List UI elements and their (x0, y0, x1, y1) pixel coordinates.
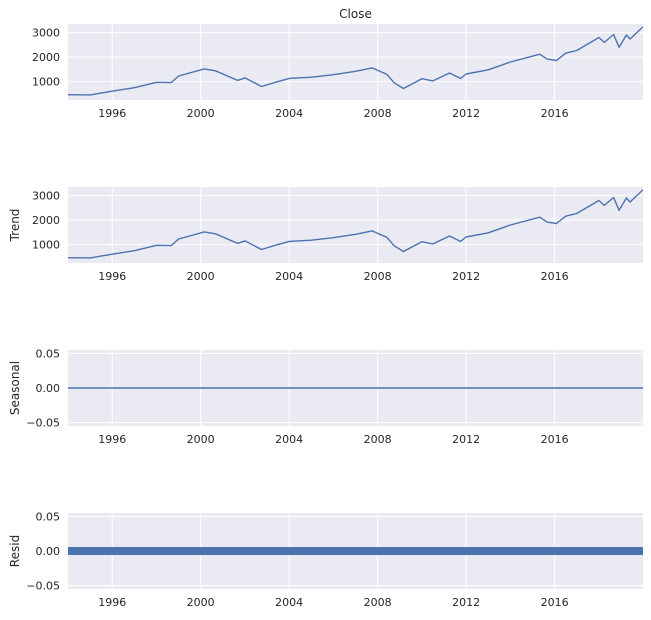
y-tick-label: 1000 (32, 76, 60, 89)
y-tick-label: 2000 (32, 214, 60, 227)
x-tick-label: 2012 (452, 270, 480, 283)
x-tick-label: 2004 (275, 270, 303, 283)
y-tick-label: 3000 (32, 190, 60, 203)
plot-area (68, 187, 643, 263)
x-tick-label: 2000 (187, 107, 215, 120)
series-line (68, 189, 643, 259)
y-tick-label: 1000 (32, 239, 60, 252)
y-tick-label: −0.05 (26, 417, 60, 430)
x-tick-label: 2016 (541, 433, 569, 446)
x-tick-label: 2012 (452, 107, 480, 120)
panel-2: 1996 2000 2004 2008 2012 2016 −0.05 0.00 0.05 Sea… (8, 347, 643, 446)
x-tick-label: 1996 (98, 270, 126, 283)
x-tick-label: 2000 (187, 596, 215, 609)
x-tick-label: 2004 (275, 596, 303, 609)
panel-1: 1996 2000 2004 2008 2012 2016 1000 2000 3000 Tren… (8, 187, 643, 283)
x-tick-label: 2008 (364, 433, 392, 446)
plot-area (68, 24, 643, 100)
panel-title: Close (339, 7, 372, 21)
x-tick-label: 2016 (541, 107, 569, 120)
panel-3: 1996 2000 2004 2008 2012 2016 −0.05 0.00 0.05 Res… (8, 510, 643, 609)
x-tick-label: 2000 (187, 433, 215, 446)
x-tick-label: 1996 (98, 107, 126, 120)
x-tick-label: 2000 (187, 270, 215, 283)
x-tick-label: 2016 (541, 596, 569, 609)
y-tick-label: 2000 (32, 51, 60, 64)
x-tick-label: 2016 (541, 270, 569, 283)
x-tick-label: 2008 (364, 270, 392, 283)
x-tick-label: 2004 (275, 107, 303, 120)
series-line (68, 26, 643, 96)
y-tick-label: 3000 (32, 27, 60, 40)
y-axis-label: Trend (8, 209, 22, 243)
x-tick-label: 2012 (452, 433, 480, 446)
x-tick-label: 2004 (275, 433, 303, 446)
y-tick-label: 0.05 (36, 347, 61, 360)
x-tick-label: 1996 (98, 596, 126, 609)
x-tick-label: 2008 (364, 107, 392, 120)
y-axis-label: Seasonal (8, 361, 22, 415)
y-tick-label: 0.00 (36, 382, 61, 395)
x-tick-label: 2012 (452, 596, 480, 609)
x-tick-label: 2008 (364, 596, 392, 609)
x-tick-label: 1996 (98, 433, 126, 446)
y-tick-label: 0.00 (36, 545, 61, 558)
y-axis-label: Resid (8, 535, 22, 567)
panel-0: 1996 2000 2004 2008 2012 2016 1000 2000 3000 Clos… (32, 7, 643, 120)
y-tick-label: 0.05 (36, 510, 61, 523)
y-tick-label: −0.05 (26, 580, 60, 593)
